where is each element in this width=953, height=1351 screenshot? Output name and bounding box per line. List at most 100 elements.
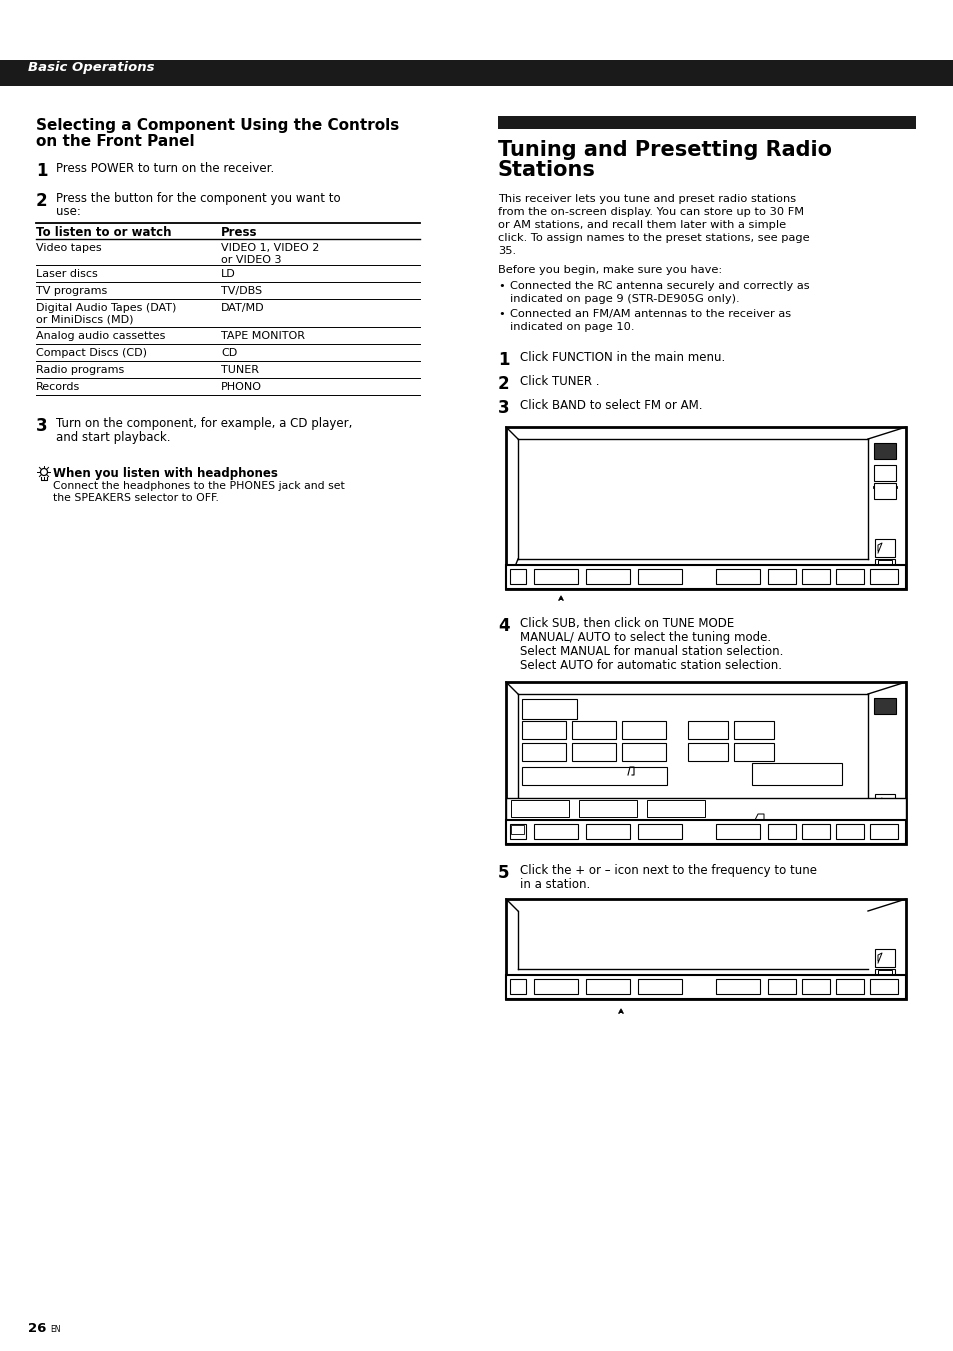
Text: TV/DBS: TV/DBS — [221, 286, 262, 296]
Bar — [505, 820, 905, 844]
Text: on the Front Panel: on the Front Panel — [36, 134, 194, 149]
Text: 4: 4 — [497, 617, 509, 635]
Bar — [801, 569, 829, 584]
Text: TV programs: TV programs — [36, 286, 107, 296]
Bar — [638, 824, 681, 839]
Bar — [874, 969, 894, 985]
Text: This receiver lets you tune and preset radio stations: This receiver lets you tune and preset r… — [497, 195, 796, 204]
Bar — [869, 569, 897, 584]
Bar — [687, 721, 727, 739]
Bar — [733, 743, 773, 761]
Bar — [767, 569, 795, 584]
Text: Connect the headphones to the PHONES jack and set: Connect the headphones to the PHONES jac… — [53, 481, 344, 490]
Bar — [716, 815, 845, 828]
Text: Analog audio cassettes: Analog audio cassettes — [36, 331, 165, 340]
Text: 3: 3 — [497, 399, 509, 417]
Text: Radio programs: Radio programs — [36, 365, 124, 376]
Bar — [751, 763, 841, 785]
Bar — [534, 979, 578, 994]
Bar — [585, 979, 629, 994]
Text: 1: 1 — [497, 351, 509, 369]
Text: Before you begin, make sure you have:: Before you begin, make sure you have: — [497, 265, 721, 276]
Bar — [835, 824, 863, 839]
Bar — [505, 565, 905, 589]
Bar — [585, 569, 629, 584]
Bar — [505, 898, 905, 998]
Text: or AM stations, and recall them later with a simple: or AM stations, and recall them later wi… — [497, 220, 785, 230]
Bar — [877, 815, 891, 825]
Text: 2: 2 — [497, 376, 509, 393]
Bar — [873, 465, 895, 481]
Text: Video tapes: Video tapes — [36, 243, 102, 253]
Bar — [716, 569, 760, 584]
Text: Tuning and Presetting Radio: Tuning and Presetting Radio — [497, 141, 831, 159]
Text: 26: 26 — [28, 1323, 47, 1335]
Text: Click FUNCTION in the main menu.: Click FUNCTION in the main menu. — [519, 351, 724, 363]
Text: Press POWER to turn on the receiver.: Press POWER to turn on the receiver. — [56, 162, 274, 176]
Bar — [874, 815, 894, 830]
Bar — [521, 721, 565, 739]
Bar — [869, 824, 897, 839]
Bar — [521, 767, 666, 785]
Bar — [621, 721, 665, 739]
Text: use:: use: — [56, 205, 81, 218]
Bar — [874, 539, 894, 557]
Bar — [534, 824, 578, 839]
Bar — [521, 743, 565, 761]
Text: click. To assign names to the preset stations, see page: click. To assign names to the preset sta… — [497, 232, 809, 243]
Bar — [505, 798, 905, 820]
Bar — [638, 979, 681, 994]
Text: •: • — [497, 309, 504, 319]
Bar — [521, 698, 577, 719]
Bar — [687, 743, 727, 761]
Text: DAT/MD: DAT/MD — [221, 303, 264, 313]
Bar — [505, 427, 905, 589]
Bar — [510, 979, 525, 994]
Text: Selecting a Component Using the Controls: Selecting a Component Using the Controls — [36, 118, 399, 132]
Bar — [874, 948, 894, 967]
Bar — [877, 970, 891, 979]
Bar — [716, 824, 760, 839]
Bar — [0, 59, 953, 86]
Bar — [801, 824, 829, 839]
Text: LD: LD — [221, 269, 235, 280]
Text: MANUAL/ AUTO to select the tuning mode.: MANUAL/ AUTO to select the tuning mode. — [519, 631, 770, 644]
Bar — [835, 979, 863, 994]
Bar — [801, 979, 829, 994]
Bar — [578, 800, 637, 817]
Text: 35.: 35. — [497, 246, 516, 255]
Text: Click SUB, then click on TUNE MODE: Click SUB, then click on TUNE MODE — [519, 617, 734, 630]
Text: the SPEAKERS selector to OFF.: the SPEAKERS selector to OFF. — [53, 493, 218, 503]
Text: When you listen with headphones: When you listen with headphones — [53, 467, 277, 480]
Bar — [572, 721, 616, 739]
Text: or VIDEO 3: or VIDEO 3 — [221, 255, 281, 265]
Text: Laser discs: Laser discs — [36, 269, 97, 280]
Bar — [505, 682, 905, 844]
Text: Stations: Stations — [497, 159, 596, 180]
Bar — [877, 561, 891, 570]
Text: Turn on the component, for example, a CD player,: Turn on the component, for example, a CD… — [56, 417, 352, 430]
Text: or MiniDiscs (MD): or MiniDiscs (MD) — [36, 315, 133, 326]
Bar — [572, 743, 616, 761]
Bar — [511, 800, 568, 817]
Bar — [733, 721, 773, 739]
Text: TAPE MONITOR: TAPE MONITOR — [221, 331, 305, 340]
Text: Connected the RC antenna securely and correctly as: Connected the RC antenna securely and co… — [510, 281, 809, 290]
Bar — [874, 559, 894, 576]
Text: EN: EN — [50, 1325, 60, 1333]
Bar — [835, 569, 863, 584]
Text: Select MANUAL for manual station selection.: Select MANUAL for manual station selecti… — [519, 644, 782, 658]
Bar — [510, 824, 525, 839]
Text: in a station.: in a station. — [519, 878, 590, 892]
Text: 1: 1 — [36, 162, 48, 180]
Bar — [621, 743, 665, 761]
Bar — [869, 979, 897, 994]
Bar — [638, 569, 681, 584]
Text: Records: Records — [36, 382, 80, 392]
Text: and start playback.: and start playback. — [56, 431, 171, 444]
Bar — [716, 979, 760, 994]
Bar — [646, 800, 704, 817]
Text: from the on-screen display. You can store up to 30 FM: from the on-screen display. You can stor… — [497, 207, 803, 218]
Text: To listen to or watch: To listen to or watch — [36, 226, 172, 239]
Text: TUNER: TUNER — [221, 365, 258, 376]
